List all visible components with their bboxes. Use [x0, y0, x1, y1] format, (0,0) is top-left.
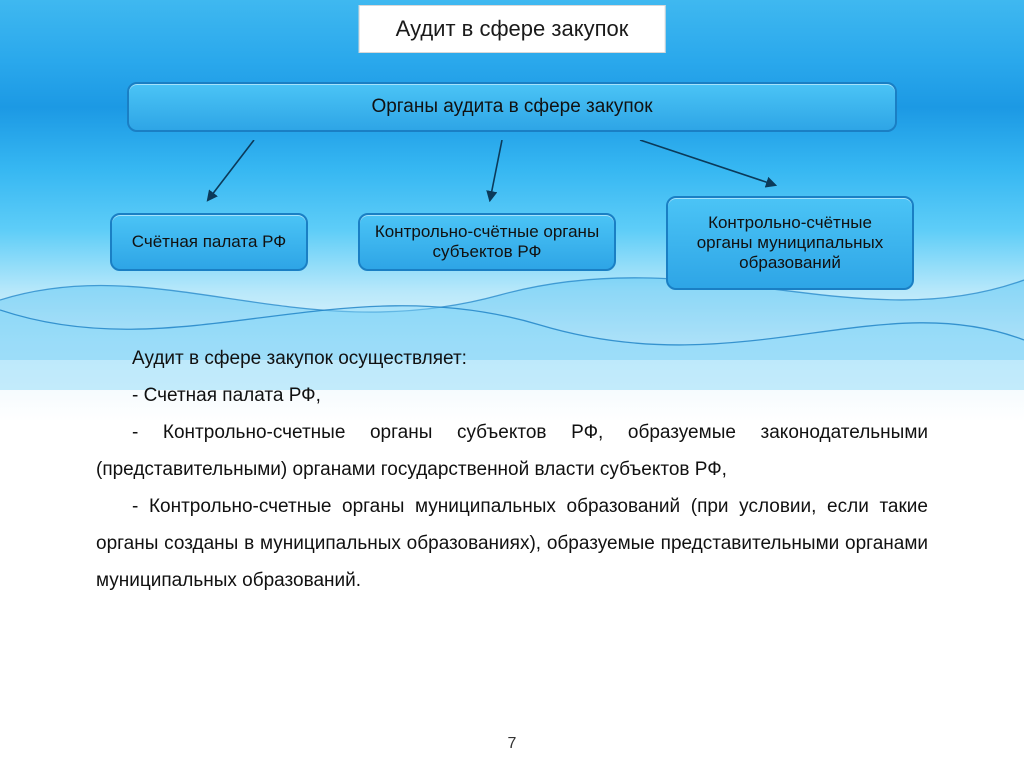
arrow-0	[208, 140, 254, 200]
arrow-1	[490, 140, 502, 200]
paragraph-2: - Контрольно-счетные органы субъектов РФ…	[96, 414, 928, 488]
paragraph-3: - Контрольно-счетные органы муниципальны…	[96, 488, 928, 599]
child-box-2: Контрольно-счётные органы муниципальных …	[666, 196, 914, 290]
body-text: Аудит в сфере закупок осуществляет:- Сче…	[96, 340, 928, 599]
page-title: Аудит в сфере закупок	[359, 5, 666, 53]
root-box: Органы аудита в сфере закупок	[127, 82, 897, 132]
child-box-1: Контрольно-счётные органы субъектов РФ	[358, 213, 616, 271]
page-number: 7	[508, 735, 517, 753]
arrow-2	[640, 140, 775, 185]
child-box-0: Счётная палата РФ	[110, 213, 308, 271]
paragraph-1: - Счетная палата РФ,	[96, 377, 928, 414]
paragraph-0: Аудит в сфере закупок осуществляет:	[96, 340, 928, 377]
